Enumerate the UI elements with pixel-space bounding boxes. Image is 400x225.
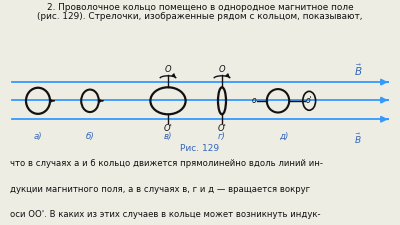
Text: O: O — [165, 65, 171, 74]
Text: дукции магнитного поля, а в случаях в, г и д — вращается вокруг: дукции магнитного поля, а в случаях в, г… — [10, 184, 310, 194]
Text: o: o — [251, 96, 256, 105]
Text: г): г) — [218, 132, 226, 141]
Text: (рис. 129). Стрелочки, изображенные рядом с кольцом, показывают,: (рис. 129). Стрелочки, изображенные рядо… — [37, 12, 363, 21]
Text: 2. Проволочное кольцо помещено в однородное магнитное поле: 2. Проволочное кольцо помещено в однород… — [47, 3, 353, 12]
Text: в): в) — [164, 132, 172, 141]
Text: o': o' — [306, 96, 313, 105]
Text: а): а) — [34, 132, 42, 141]
Text: б): б) — [86, 132, 94, 141]
Text: что в случаях а и б кольцо движется прямолинейно вдоль линий ин-: что в случаях а и б кольцо движется прям… — [10, 159, 323, 168]
Text: O': O' — [164, 124, 172, 133]
Text: д): д) — [279, 132, 289, 141]
Text: оси OO'. В каких из этих случаев в кольце может возникнуть индук-: оси OO'. В каких из этих случаев в кольц… — [10, 210, 321, 219]
Text: Рис. 129: Рис. 129 — [180, 144, 220, 153]
Text: O': O' — [218, 124, 226, 133]
Text: O: O — [219, 65, 225, 74]
Text: $\vec{B}$: $\vec{B}$ — [354, 62, 362, 78]
Text: $\vec{B}$: $\vec{B}$ — [354, 132, 362, 146]
